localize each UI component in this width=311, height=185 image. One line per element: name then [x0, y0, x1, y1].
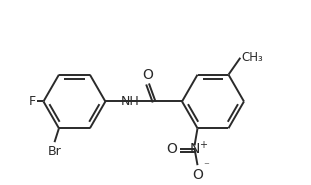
Text: NH: NH [121, 95, 140, 108]
Text: CH₃: CH₃ [242, 51, 263, 64]
Text: O: O [166, 142, 177, 156]
Text: ⁻: ⁻ [203, 162, 209, 172]
Text: O: O [192, 168, 203, 182]
Text: +: + [199, 139, 207, 149]
Text: O: O [142, 68, 153, 82]
Text: F: F [29, 95, 36, 108]
Text: N: N [189, 142, 200, 156]
Text: Br: Br [48, 144, 61, 157]
